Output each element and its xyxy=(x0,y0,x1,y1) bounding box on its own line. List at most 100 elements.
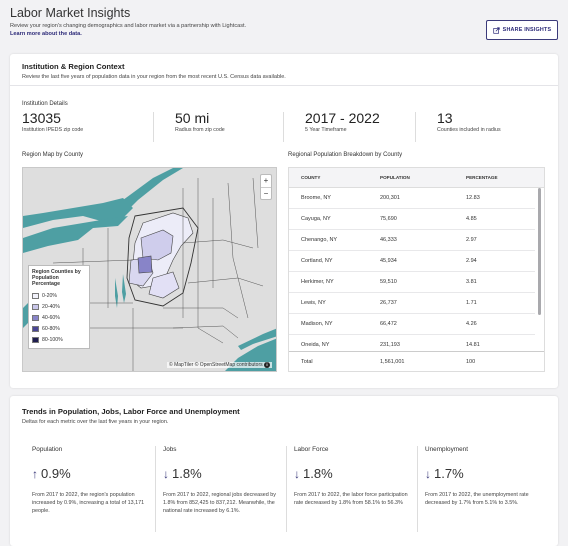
cell-county: Lewis, NY xyxy=(301,300,326,306)
trends-title: Trends in Population, Jobs, Labor Force … xyxy=(22,407,240,416)
metric-label: Unemployment xyxy=(425,446,468,453)
cell-percentage: 1.71 xyxy=(466,300,477,306)
divider xyxy=(153,112,154,142)
metric-population: Population ↑ 0.9% From 2017 to 2022, the … xyxy=(32,446,155,515)
legend-item: 60-80% xyxy=(32,324,86,335)
metric-description: From 2017 to 2022, the labor force parti… xyxy=(294,492,408,506)
stat-value: 13035 xyxy=(22,110,61,126)
table-row: Madison, NY 66,472 4.26 xyxy=(289,314,535,335)
metric-value: ↓ 1.7% xyxy=(425,466,548,481)
metric-labor-force: Labor Force ↓ 1.8% From 2017 to 2022, the… xyxy=(294,446,417,508)
legend-label: 40-60% xyxy=(42,315,60,322)
legend-item: 80-100% xyxy=(32,335,86,346)
learn-more-link[interactable]: Learn more about the data. xyxy=(10,31,82,37)
stat-radius: 50 mi Radius from zip code xyxy=(175,110,225,133)
stat-counties: 13 Counties included in radius xyxy=(437,110,501,133)
cell-population: 26,737 xyxy=(380,300,397,306)
cell-percentage: 2.97 xyxy=(466,237,477,243)
cell-percentage: 2.94 xyxy=(466,258,477,264)
table-row: Herkimer, NY 59,510 3.81 xyxy=(289,272,535,293)
legend-swatch xyxy=(32,337,39,344)
divider xyxy=(415,112,416,142)
stat-value: 13 xyxy=(437,110,453,126)
table-row: Lewis, NY 26,737 1.71 xyxy=(289,293,535,314)
cell-percentage: 4.85 xyxy=(466,216,477,222)
legend-label: 60-80% xyxy=(42,326,60,333)
cell-population: 200,301 xyxy=(380,195,400,201)
legend-item: 40-60% xyxy=(32,313,86,324)
metric-description: From 2017 to 2022, the region's populati… xyxy=(32,492,145,514)
metric-value: ↑ 0.9% xyxy=(32,466,155,481)
info-icon[interactable]: i xyxy=(264,362,270,368)
table-scrollbar[interactable] xyxy=(538,188,541,315)
metric-jobs: Jobs ↓ 1.8% From 2017 to 2022, regional j… xyxy=(163,446,286,515)
divider xyxy=(283,112,284,142)
stat-label: 5 Year Timeframe xyxy=(305,127,347,133)
column-header-county: COUNTY xyxy=(301,175,321,180)
divider xyxy=(155,446,156,532)
cell-total-population: 1,561,001 xyxy=(380,359,405,365)
cell-county: Cayuga, NY xyxy=(301,216,331,222)
legend-label: 20-40% xyxy=(42,304,60,311)
legend-label: 0-20% xyxy=(42,293,57,300)
metric-value-text: 1.8% xyxy=(303,466,333,481)
legend-item: 0-20% xyxy=(32,291,86,302)
legend-swatch xyxy=(32,326,39,333)
legend-swatch xyxy=(32,304,39,311)
stat-label: Radius from zip code xyxy=(175,127,225,133)
cell-total-percentage: 100 xyxy=(466,359,476,365)
map-section-label: Region Map by County xyxy=(22,152,84,158)
table-row: Broome, NY 200,301 12.83 xyxy=(289,188,535,209)
map-legend: Region Counties by Population Percentage… xyxy=(28,265,90,349)
table-total-row: Total 1,561,001 100 xyxy=(289,351,544,371)
share-insights-label: SHARE INSIGHTS xyxy=(502,27,552,33)
page-title: Labor Market Insights xyxy=(10,6,131,20)
table-row: Oneida, NY 231,193 14.81 xyxy=(289,335,535,356)
zoom-in-button[interactable]: + xyxy=(263,176,269,185)
map-attribution: © MapTiler © OpenStreetMap contributors … xyxy=(167,362,272,368)
metric-label: Jobs xyxy=(163,446,177,453)
region-context-header: Institution & Region Context Review the … xyxy=(10,54,558,86)
arrow-down-icon: ↓ xyxy=(294,466,300,481)
legend-item: 20-40% xyxy=(32,302,86,313)
cell-county: Herkimer, NY xyxy=(301,279,334,285)
stat-timeframe: 2017 - 2022 5 Year Timeframe xyxy=(305,110,380,133)
cell-population: 45,934 xyxy=(380,258,397,264)
table-row: Chenango, NY 46,333 2.97 xyxy=(289,230,535,251)
cell-percentage: 12.83 xyxy=(466,195,480,201)
cell-county: Cortland, NY xyxy=(301,258,333,264)
table-row: Cayuga, NY 75,690 4.85 xyxy=(289,209,535,230)
cell-population: 66,472 xyxy=(380,321,397,327)
region-map[interactable]: + − Region Counties by Population Percen… xyxy=(22,167,277,372)
stat-zip: 13035 Institution IPEDS zip code xyxy=(22,110,83,133)
map-zoom-control: + − xyxy=(260,174,272,200)
stat-value: 2017 - 2022 xyxy=(305,110,380,126)
cell-population: 59,510 xyxy=(380,279,397,285)
divider xyxy=(286,446,287,532)
metric-value-text: 1.7% xyxy=(434,466,464,481)
metric-value-text: 0.9% xyxy=(41,466,71,481)
metric-value-text: 1.8% xyxy=(172,466,202,481)
legend-title: Region Counties by Population Percentage xyxy=(32,269,81,288)
institution-details-label: Institution Details xyxy=(22,101,68,107)
stat-value: 50 mi xyxy=(175,110,210,126)
attribution-text: © MapTiler © OpenStreetMap contributors xyxy=(169,362,263,368)
metric-label: Labor Force xyxy=(294,446,329,453)
region-context-subtitle: Review the last five years of population… xyxy=(22,74,286,80)
column-header-population: POPULATION xyxy=(380,175,410,180)
table-section-label: Regional Population Breakdown by County xyxy=(288,152,403,158)
cell-population: 46,333 xyxy=(380,237,397,243)
metric-label: Population xyxy=(32,446,63,453)
table-row: Cortland, NY 45,934 2.94 xyxy=(289,251,535,272)
divider xyxy=(417,446,418,532)
region-context-title: Institution & Region Context xyxy=(22,62,125,71)
metric-description: From 2017 to 2022, regional jobs decreas… xyxy=(163,492,276,514)
metric-value: ↓ 1.8% xyxy=(163,466,286,481)
cell-population: 75,690 xyxy=(380,216,397,222)
intro-description: Review your region's changing demographi… xyxy=(10,23,247,29)
column-header-percentage: PERCENTAGE xyxy=(466,175,498,180)
share-insights-button[interactable]: SHARE INSIGHTS xyxy=(486,20,558,40)
cell-county: Madison, NY xyxy=(301,321,333,327)
zoom-out-button[interactable]: − xyxy=(261,187,271,199)
cell-county: Oneida, NY xyxy=(301,342,330,348)
